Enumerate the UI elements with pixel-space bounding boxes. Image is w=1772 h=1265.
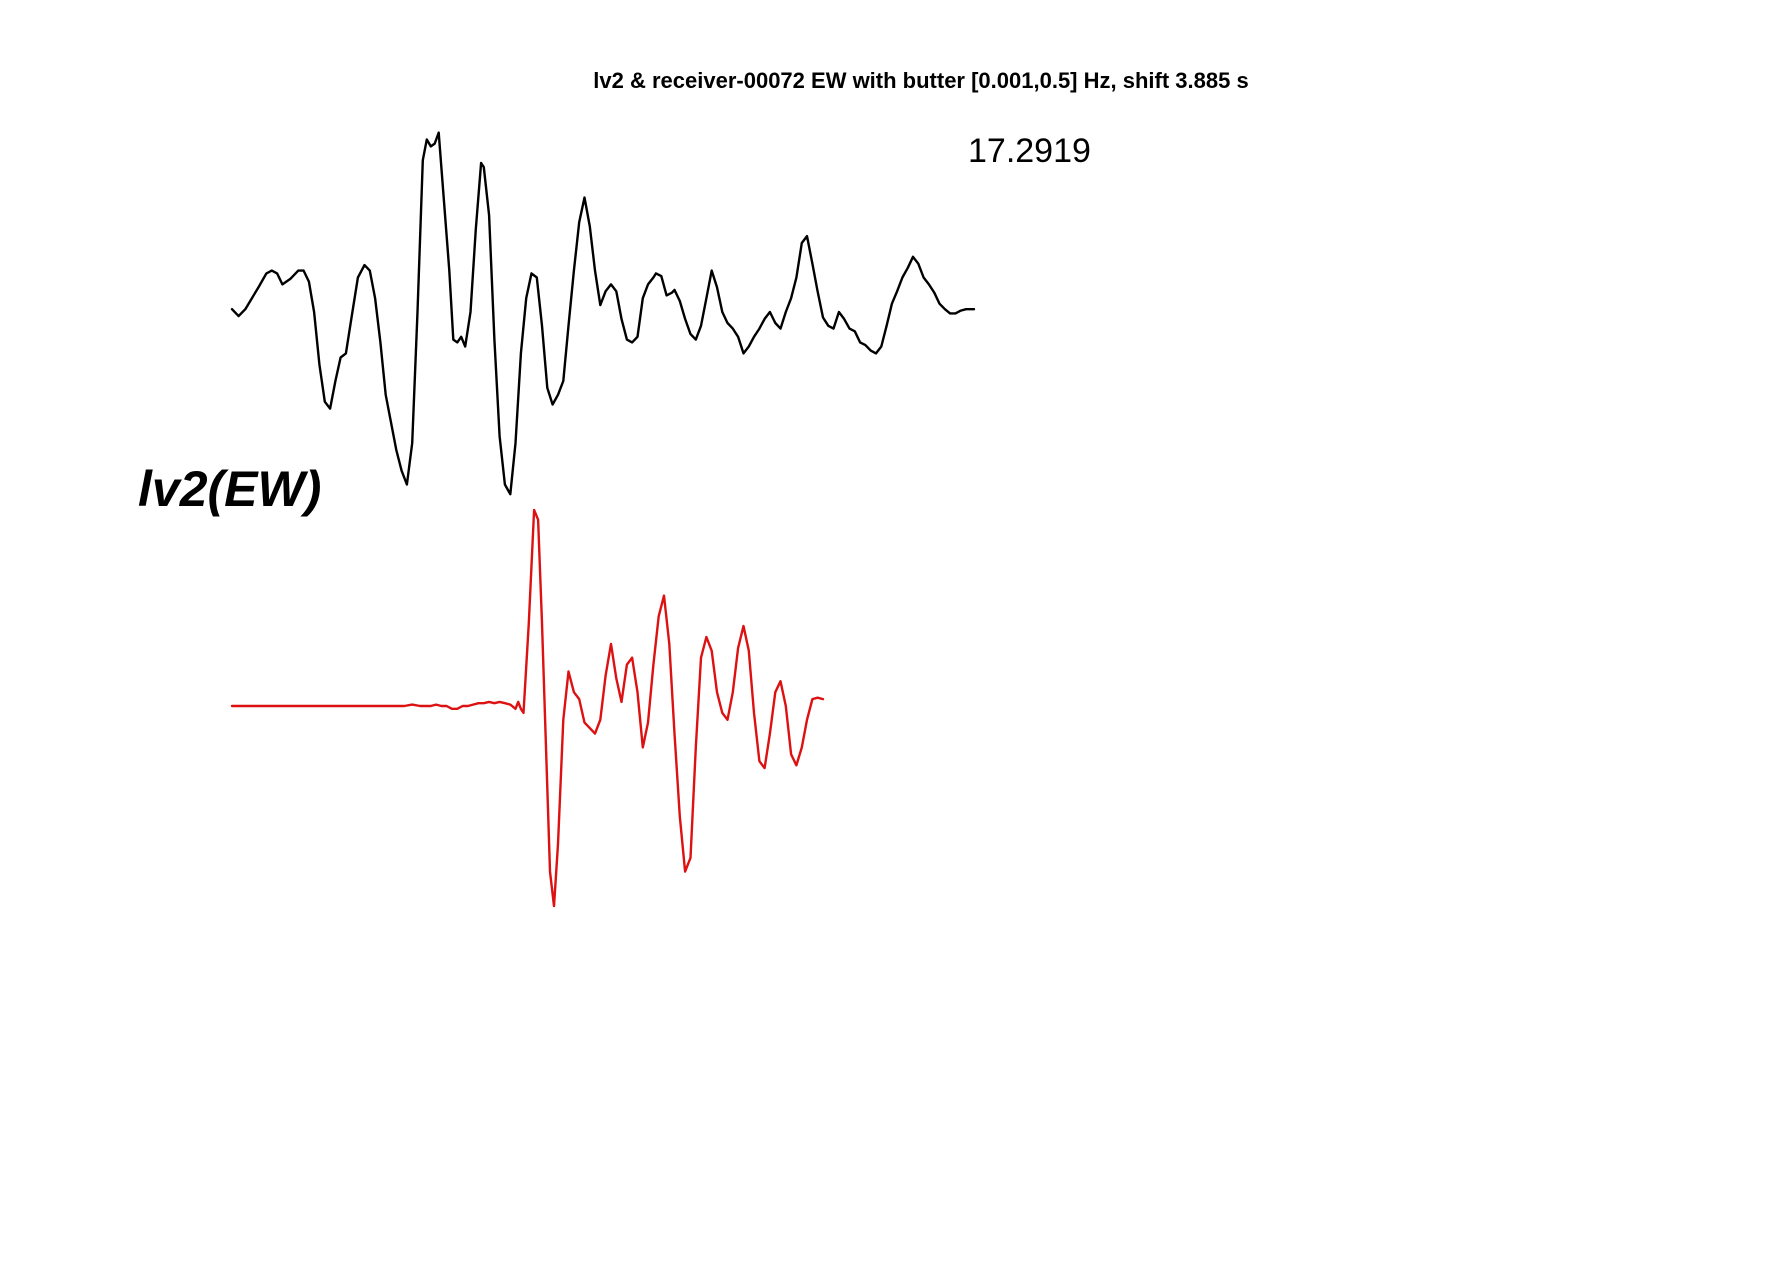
station-label: lv2(EW) — [138, 461, 321, 517]
chart-title: lv2 & receiver-00072 EW with butter [0.0… — [593, 68, 1248, 93]
synthetic-trace-line — [230, 508, 825, 908]
traces-group — [230, 131, 976, 908]
peak-amplitude-label: 17.2919 — [968, 132, 1091, 170]
observed-trace-line — [230, 131, 976, 496]
